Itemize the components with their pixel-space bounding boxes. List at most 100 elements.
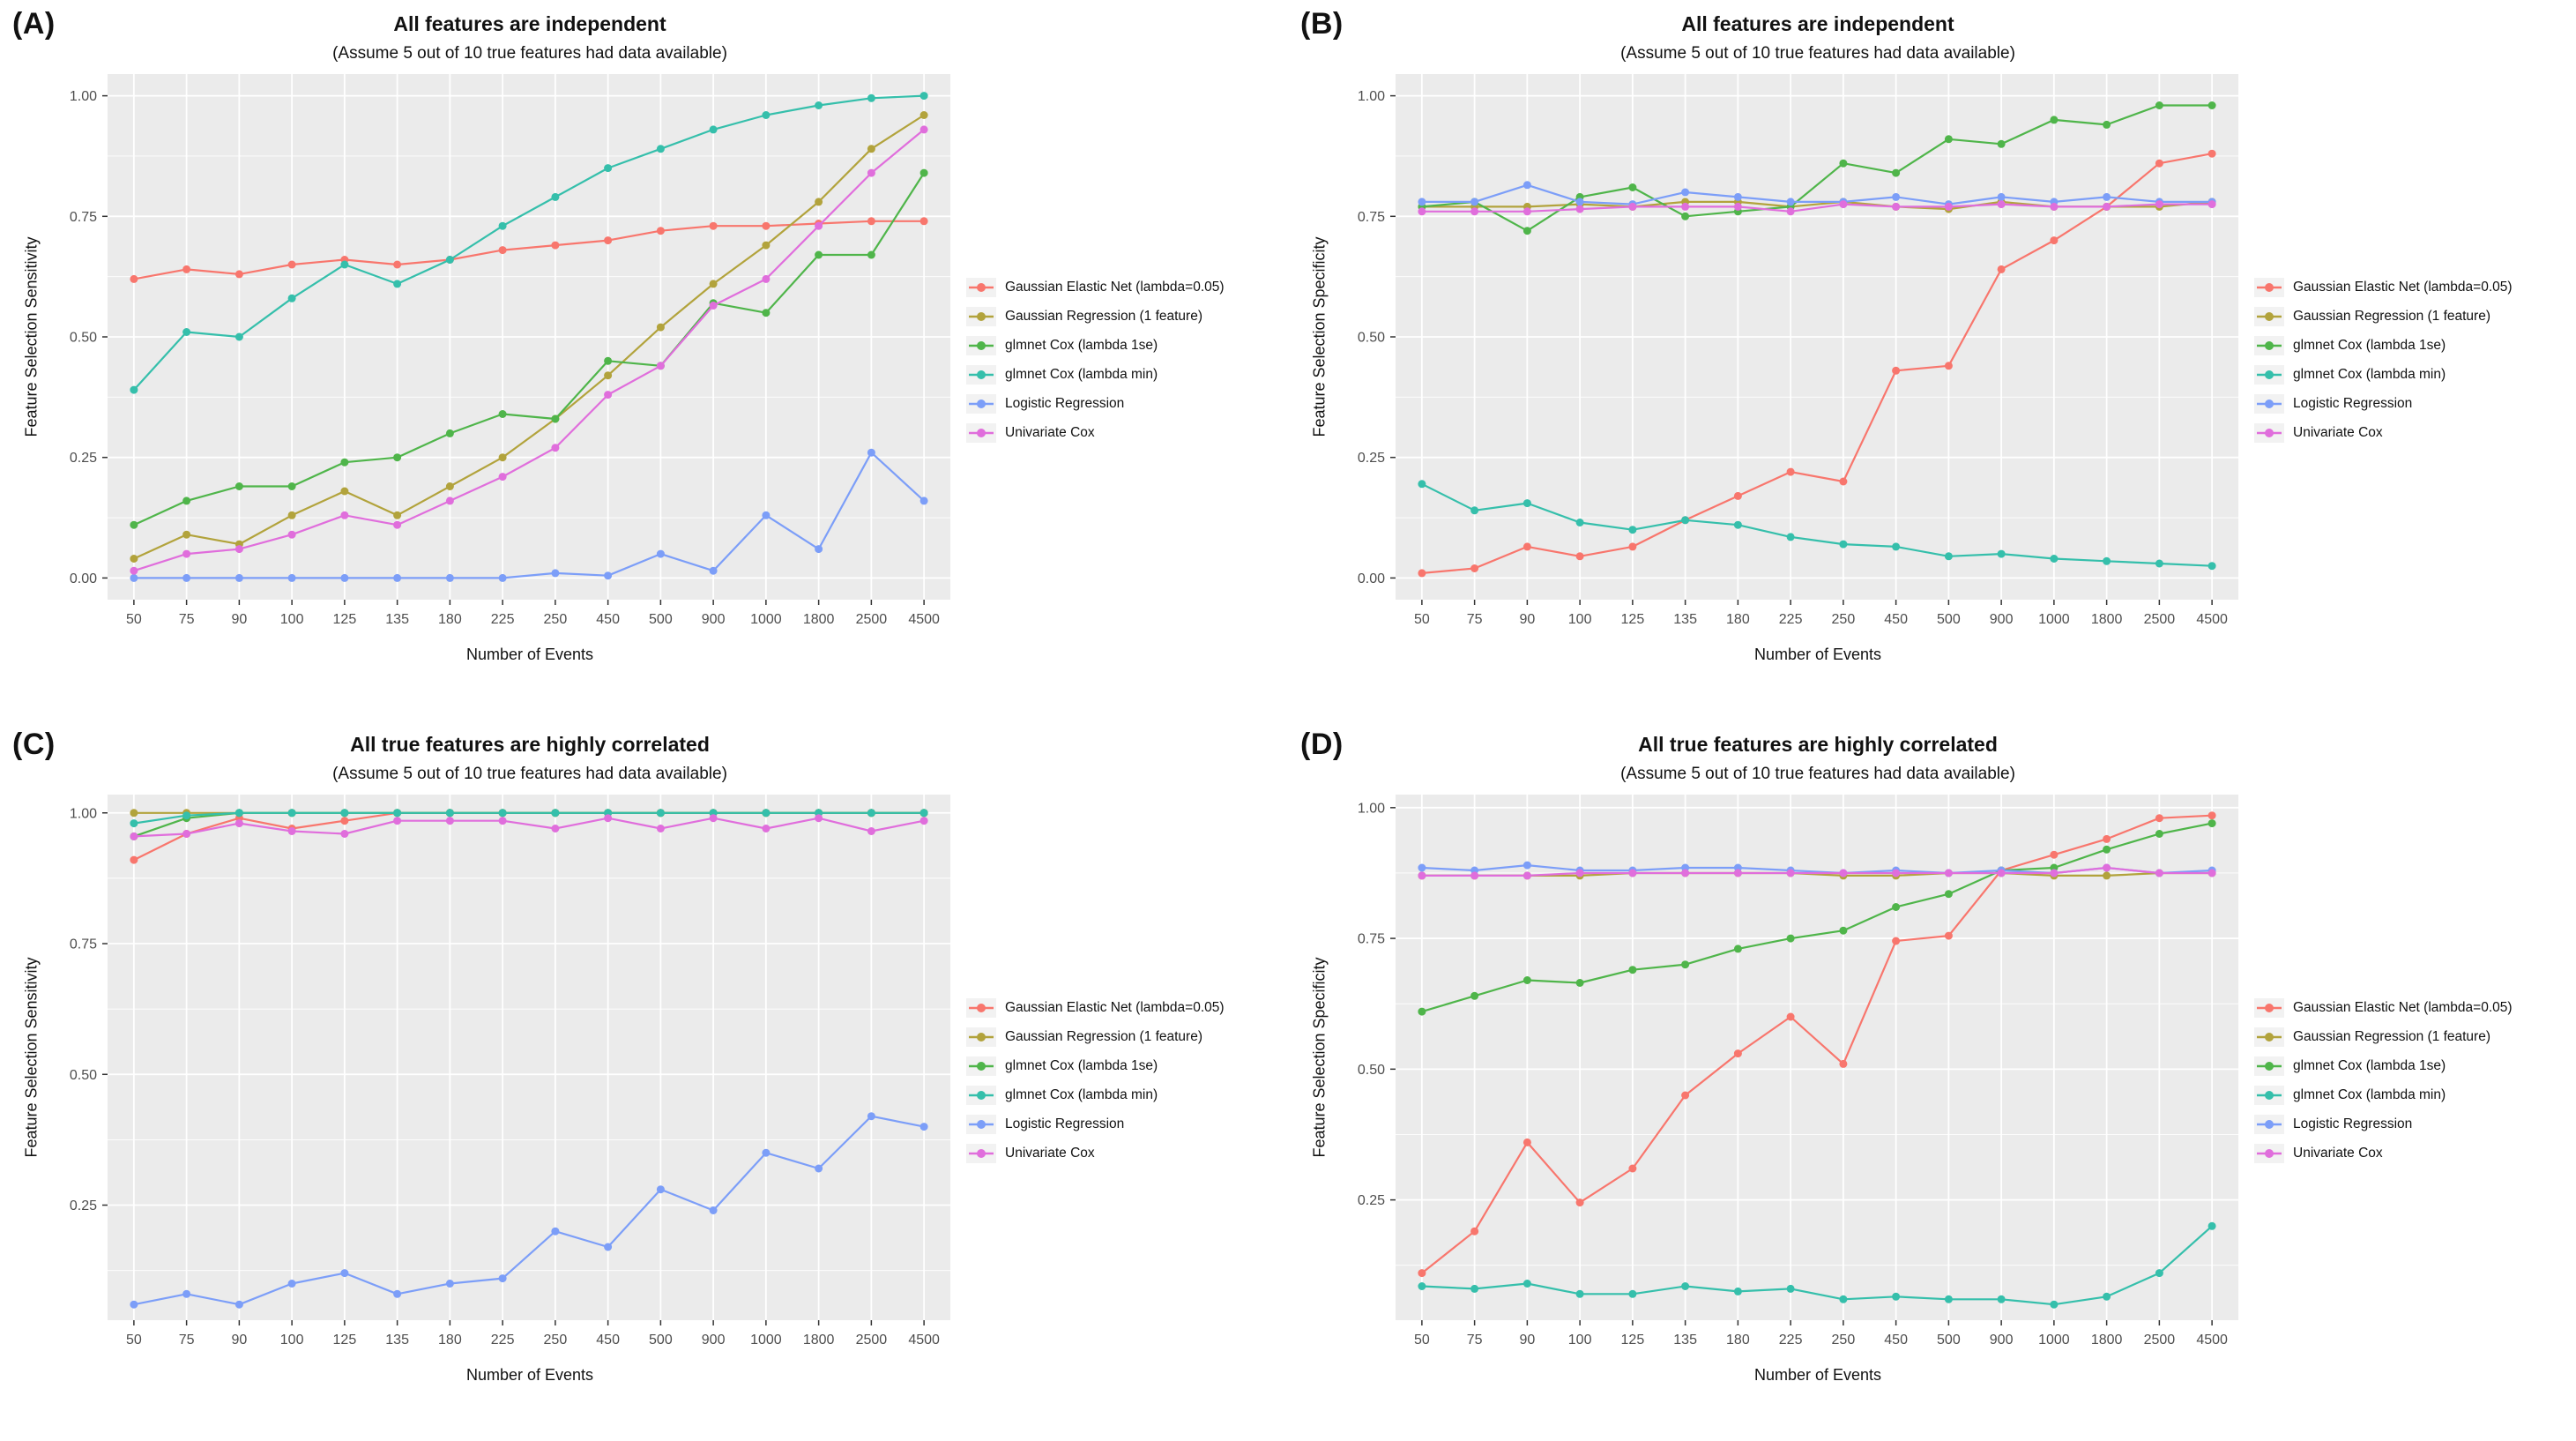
legend-item: glmnet Cox (lambda min)	[2254, 1086, 2513, 1105]
panel-label: (B)	[1300, 7, 1344, 41]
x-tick-label: 1800	[2091, 612, 2123, 627]
legend-label: Univariate Cox	[1005, 1146, 1095, 1161]
data-point	[130, 855, 138, 864]
x-tick-label: 50	[1414, 1333, 1430, 1348]
legend-key-icon	[2254, 365, 2284, 385]
chart-title: All features are independent	[393, 12, 666, 35]
x-axis-title: Number of Events	[1753, 646, 1882, 663]
legend-key-icon	[966, 998, 996, 1018]
data-point	[235, 332, 243, 341]
data-point	[1523, 861, 1531, 870]
x-tick-label: 75	[179, 1333, 195, 1348]
data-point	[604, 391, 613, 399]
data-point	[1786, 533, 1795, 541]
data-point	[1892, 202, 1901, 211]
data-point	[867, 250, 875, 259]
data-point	[393, 817, 402, 825]
data-point	[709, 302, 718, 310]
data-point	[762, 221, 771, 230]
data-point	[1575, 198, 1584, 206]
legend-label: glmnet Cox (lambda min)	[2293, 1087, 2446, 1102]
y-tick-label: 0.75	[1358, 210, 1385, 225]
legend-item: Logistic Regression	[966, 394, 1225, 414]
data-point	[445, 817, 454, 825]
data-point	[1470, 198, 1479, 206]
data-point	[709, 566, 718, 575]
data-point	[340, 511, 349, 519]
data-point	[815, 545, 823, 554]
data-point	[445, 497, 454, 505]
legend-key-icon	[966, 278, 996, 297]
panel-a: (A) All features are independent (Assume…	[0, 0, 1288, 720]
x-tick-label: 1800	[2091, 1333, 2123, 1348]
data-point	[287, 482, 296, 490]
data-point	[498, 453, 507, 462]
data-point	[235, 545, 243, 554]
data-point	[340, 809, 349, 818]
data-point	[1892, 1292, 1901, 1301]
legend-label: glmnet Cox (lambda 1se)	[2293, 338, 2446, 353]
legend-key-icon	[966, 1144, 996, 1163]
legend-label: Gaussian Regression (1 feature)	[1005, 309, 1203, 324]
data-point	[604, 371, 613, 380]
data-point	[340, 817, 349, 825]
x-tick-label: 500	[649, 1333, 673, 1348]
data-point	[604, 356, 613, 365]
data-point	[2050, 555, 2059, 563]
series-line	[1420, 104, 2214, 232]
data-point	[1839, 1295, 1848, 1303]
x-tick-label: 125	[333, 612, 357, 627]
x-tick-label: 4500	[2196, 1333, 2228, 1348]
data-point	[919, 111, 928, 119]
data-point	[867, 827, 875, 835]
legend-item: glmnet Cox (lambda min)	[2254, 365, 2513, 385]
data-point	[1418, 480, 1426, 489]
data-point	[1628, 542, 1637, 551]
data-point	[2155, 159, 2163, 168]
data-point	[1470, 506, 1479, 515]
series-line	[1420, 153, 2214, 575]
data-point	[1418, 1269, 1426, 1278]
data-point	[1839, 869, 1848, 877]
data-point	[287, 827, 296, 835]
legend-label: Gaussian Regression (1 feature)	[2293, 1029, 2491, 1044]
x-tick-label: 250	[544, 612, 568, 627]
data-point	[2050, 869, 2059, 877]
data-point	[1628, 526, 1637, 534]
data-point	[393, 809, 402, 818]
data-point	[393, 511, 402, 519]
legend-label: Gaussian Elastic Net (lambda=0.05)	[1005, 280, 1225, 295]
legend: Gaussian Elastic Net (lambda=0.05) Gaussi…	[966, 0, 1225, 720]
data-point	[1575, 979, 1584, 987]
series-line	[132, 128, 926, 572]
data-point	[340, 260, 349, 269]
chart-canvas: 0.00 0.25 0.50 0.75 1.00 50 75 90 100 125 135 180 22…	[70, 74, 950, 627]
data-point	[867, 168, 875, 177]
x-tick-label: 225	[491, 1333, 515, 1348]
x-tick-label: 100	[1568, 612, 1592, 627]
x-tick-label: 450	[1884, 1333, 1908, 1348]
data-point	[1944, 869, 1953, 877]
x-tick-label: 225	[1779, 1333, 1803, 1348]
legend-item: Gaussian Elastic Net (lambda=0.05)	[966, 278, 1225, 297]
x-tick-label: 135	[385, 1333, 409, 1348]
data-point	[287, 809, 296, 818]
data-point	[919, 1123, 928, 1131]
x-tick-label: 180	[1726, 612, 1750, 627]
data-point	[2207, 819, 2216, 828]
data-point	[340, 830, 349, 838]
data-point	[182, 1289, 191, 1298]
panel-c: (C) All true features are highly correla…	[0, 720, 1288, 1441]
data-point	[287, 511, 296, 519]
data-point	[815, 198, 823, 206]
series-line	[132, 452, 926, 579]
data-point	[1523, 181, 1531, 190]
data-point	[1523, 542, 1531, 551]
y-tick-label: 0.00	[1358, 571, 1385, 586]
data-point	[1944, 202, 1953, 211]
data-point	[340, 1269, 349, 1278]
data-point	[393, 520, 402, 529]
data-point	[1575, 1289, 1584, 1298]
data-point	[1681, 202, 1690, 211]
data-point	[1786, 198, 1795, 206]
